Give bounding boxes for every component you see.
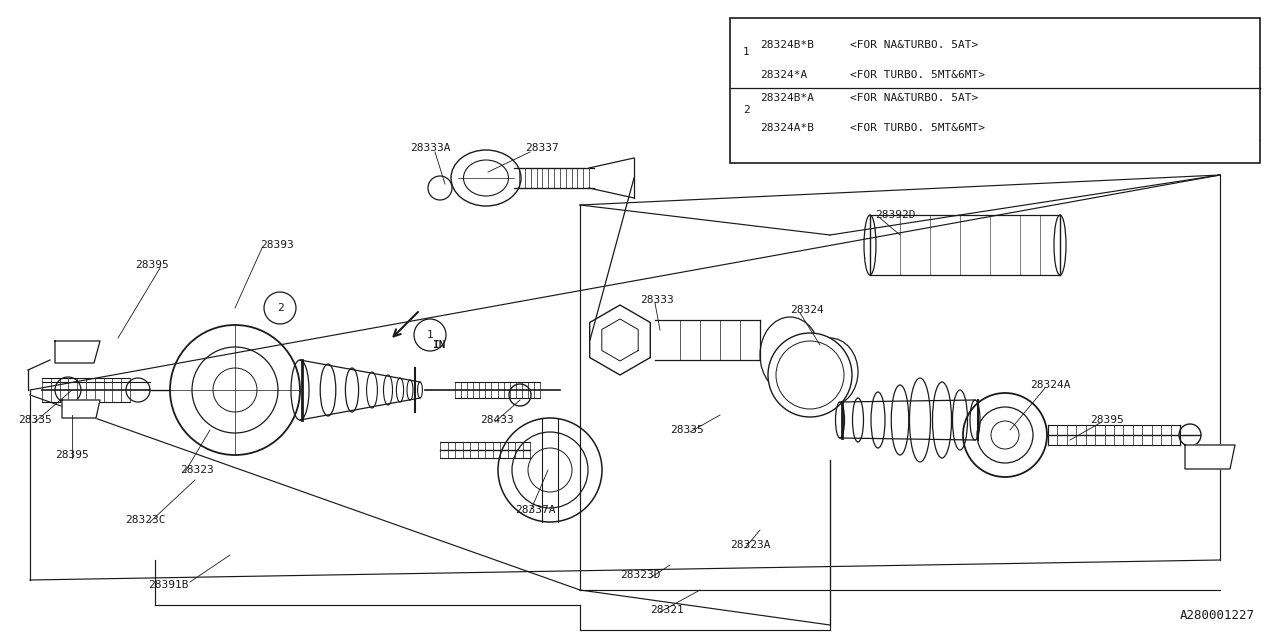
Text: 28324A: 28324A [1030, 380, 1070, 390]
Circle shape [733, 40, 758, 64]
Polygon shape [55, 341, 100, 363]
Text: IN: IN [433, 340, 445, 350]
Polygon shape [61, 400, 100, 418]
Text: 28324B*B: 28324B*B [760, 40, 814, 50]
Circle shape [776, 341, 844, 409]
Text: 28324B*A: 28324B*A [760, 93, 814, 103]
Text: <FOR TURBO. 5MT&6MT>: <FOR TURBO. 5MT&6MT> [850, 70, 986, 80]
Text: 28395: 28395 [1091, 415, 1124, 425]
Text: 2: 2 [742, 105, 749, 115]
Circle shape [125, 378, 150, 402]
Text: 28392D: 28392D [876, 210, 915, 220]
Text: 28395: 28395 [55, 450, 88, 460]
Text: 28337A: 28337A [515, 505, 556, 515]
Text: 1: 1 [742, 47, 749, 57]
Text: 28323D: 28323D [620, 570, 660, 580]
Polygon shape [1185, 445, 1235, 469]
Text: <FOR TURBO. 5MT&6MT>: <FOR TURBO. 5MT&6MT> [850, 123, 986, 133]
Text: 28324A*B: 28324A*B [760, 123, 814, 133]
Text: 28324*A: 28324*A [760, 70, 808, 80]
Text: 28337: 28337 [525, 143, 559, 153]
Text: 28333A: 28333A [410, 143, 451, 153]
Circle shape [768, 333, 852, 417]
Text: 28324: 28324 [790, 305, 824, 315]
Text: 2: 2 [276, 303, 283, 313]
Text: <FOR NA&TURBO. 5AT>: <FOR NA&TURBO. 5AT> [850, 40, 978, 50]
Circle shape [413, 319, 445, 351]
Circle shape [1179, 424, 1201, 446]
Circle shape [428, 176, 452, 200]
Text: A280001227: A280001227 [1180, 609, 1254, 622]
Text: 28321: 28321 [650, 605, 684, 615]
Text: 28335: 28335 [18, 415, 51, 425]
Text: 28433: 28433 [480, 415, 513, 425]
Circle shape [509, 384, 531, 406]
Circle shape [733, 98, 758, 122]
Text: 28393: 28393 [260, 240, 293, 250]
Text: 28323: 28323 [180, 465, 214, 475]
Bar [730, 18, 1260, 163]
Text: 28395: 28395 [134, 260, 169, 270]
Text: 1: 1 [426, 330, 434, 340]
Text: 28391B: 28391B [148, 580, 188, 590]
Circle shape [264, 292, 296, 324]
Text: 28333: 28333 [640, 295, 673, 305]
Text: 28323C: 28323C [125, 515, 165, 525]
Text: 28323A: 28323A [730, 540, 771, 550]
Text: <FOR NA&TURBO. 5AT>: <FOR NA&TURBO. 5AT> [850, 93, 978, 103]
Circle shape [55, 377, 81, 403]
Text: 28335: 28335 [669, 425, 704, 435]
